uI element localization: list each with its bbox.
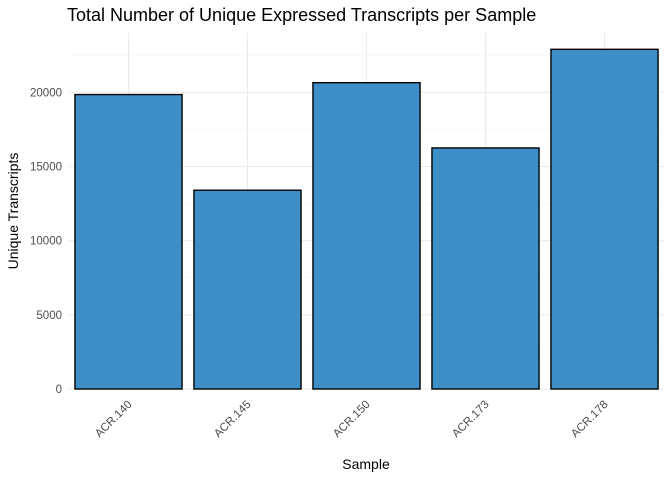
x-tick-label: ACR.145 [212,399,253,440]
y-tick-label: 0 [56,384,62,396]
x-tick-label: ACR.140 [93,399,134,440]
x-tick-label: ACR.150 [331,399,372,440]
bar-acr-145 [193,189,302,390]
bar-acr-173 [431,147,540,390]
y-axis-ticks: 0 5000 10000 15000 20000 [30,87,62,396]
x-tick-label: ACR.173 [450,399,491,440]
y-axis-title: Unique Transcripts [5,153,21,270]
y-tick-label: 10000 [30,236,62,248]
x-axis-title: Sample [342,456,390,472]
bar-acr-140 [74,93,183,390]
y-tick-label: 15000 [30,162,62,174]
y-tick-label: 5000 [36,310,62,322]
x-tick-label: ACR.178 [569,399,610,440]
chart-title: Total Number of Unique Expressed Transcr… [67,5,536,25]
bars [74,48,659,390]
x-axis-ticks: ACR.140 ACR.145 ACR.150 ACR.173 ACR.178 [93,399,610,440]
bar-acr-150 [312,81,421,390]
y-tick-label: 20000 [30,87,62,99]
bar-acr-178 [550,48,659,390]
